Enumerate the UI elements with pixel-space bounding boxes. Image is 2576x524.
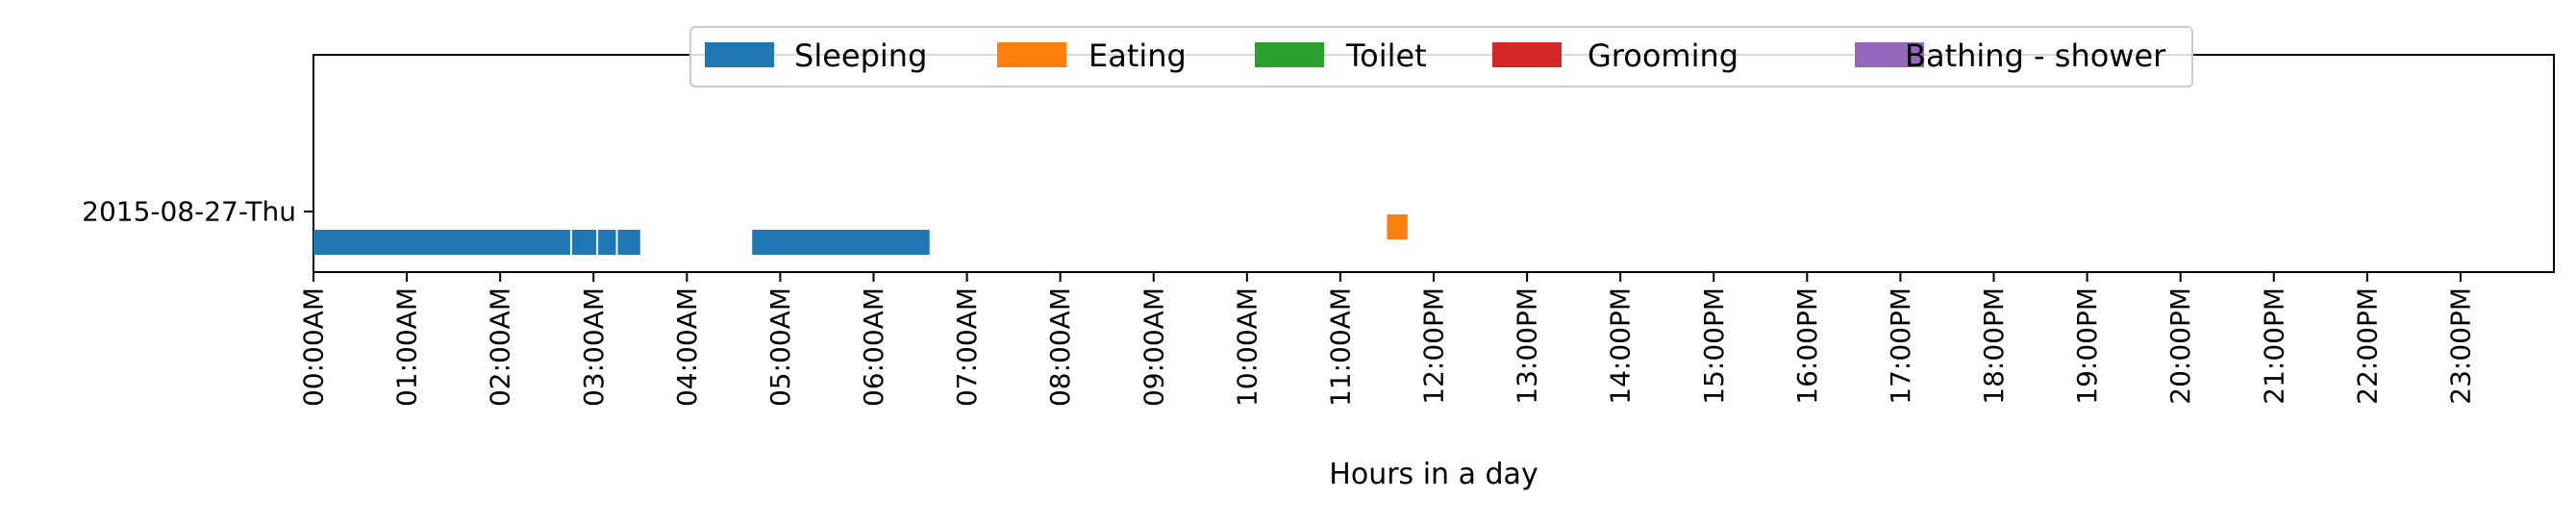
bar-sleeping-2 (598, 230, 616, 255)
legend-swatch-sleeping (705, 42, 774, 67)
legend-label-bathing-shower: Bathing - shower (1905, 37, 2166, 74)
plot-area (313, 54, 2555, 273)
x-tick-label: 06:00AM (858, 287, 889, 407)
bars-layer (313, 214, 1408, 255)
x-tick-label: 21:00PM (2258, 287, 2289, 405)
x-axis-label: Hours in a day (1329, 458, 1538, 491)
x-tick-label: 13:00PM (1512, 287, 1543, 405)
legend: Sleeping Eating Toilet Grooming Bathing - sh… (689, 26, 2193, 87)
x-axis-ticks: 00:00AM 01:00AM 02:00AM 03:00AM 04:00AM 05:00… (298, 272, 2476, 407)
bar-sleeping-3 (617, 230, 640, 255)
x-tick-label: 23:00PM (2444, 287, 2476, 405)
bar-sleeping-1 (571, 230, 597, 255)
x-tick-label: 16:00PM (1791, 287, 1823, 405)
x-tick-label: 19:00PM (2071, 287, 2103, 405)
x-tick-label: 03:00AM (578, 287, 610, 407)
x-tick-label: 09:00AM (1138, 287, 1169, 407)
x-tick-label: 10:00AM (1231, 287, 1263, 407)
x-tick-label: 17:00PM (1885, 287, 1916, 405)
x-tick-label: 15:00PM (1698, 287, 1730, 405)
x-tick-label: 07:00AM (951, 287, 983, 407)
legend-label-eating: Eating (1088, 37, 1187, 74)
legend-swatch-bathing-shower (1855, 42, 1924, 67)
x-tick-label: 22:00PM (2351, 287, 2383, 405)
bar-sleeping-4 (752, 230, 930, 255)
x-tick-label: 02:00AM (485, 287, 516, 407)
legend-frame (689, 26, 2193, 87)
x-tick-label: 18:00PM (1978, 287, 2010, 405)
bar-eating-5 (1387, 214, 1408, 239)
legend-label-toilet: Toilet (1345, 37, 1427, 74)
x-tick-label: 20:00PM (2164, 287, 2196, 405)
y-axis-ticks: 2015-08-27-Thu (82, 196, 313, 228)
x-tick-label: 01:00AM (391, 287, 423, 407)
x-tick-label: 12:00PM (1418, 287, 1450, 405)
legend-label-grooming: Grooming (1588, 37, 1738, 74)
legend-swatch-eating (997, 42, 1066, 67)
y-tick-label: 2015-08-27-Thu (82, 196, 296, 228)
legend-swatch-toilet (1255, 42, 1324, 67)
x-tick-label: 04:00AM (671, 287, 703, 407)
x-tick-label: 14:00PM (1605, 287, 1637, 405)
x-tick-label: 08:00AM (1044, 287, 1076, 407)
x-tick-label: 11:00AM (1324, 287, 1356, 407)
plot-frame (313, 54, 2555, 273)
x-tick-label: 05:00AM (764, 287, 796, 407)
x-tick-label: 00:00AM (298, 287, 330, 407)
bar-sleeping-0 (313, 230, 570, 255)
legend-swatch-grooming (1492, 42, 1562, 67)
legend-label-sleeping: Sleeping (794, 37, 927, 74)
